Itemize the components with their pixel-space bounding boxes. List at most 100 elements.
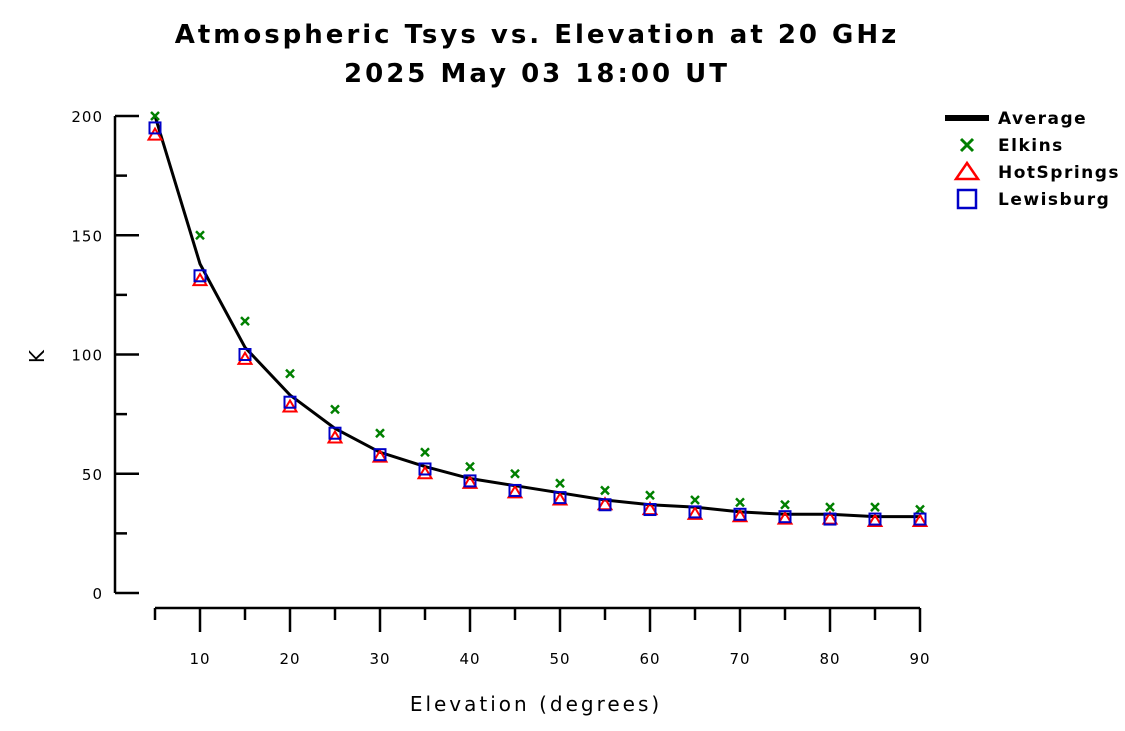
data-point <box>551 491 569 506</box>
data-point <box>688 505 702 519</box>
x-tick-label: 30 <box>369 650 390 668</box>
data-point <box>463 474 477 488</box>
data-point <box>776 510 794 525</box>
data-point <box>866 512 884 527</box>
marker-stroke <box>420 447 430 458</box>
chart-subtitle: 2025 May 03 18:00 UT <box>344 59 730 89</box>
marker-stroke <box>195 230 205 241</box>
data-point <box>911 512 929 527</box>
marker-stroke <box>600 485 610 496</box>
y-tick-label: 0 <box>92 585 103 603</box>
marker-stroke <box>510 468 520 479</box>
marker-stroke <box>825 502 835 513</box>
chart-title: Atmospheric Tsys vs. Elevation at 20 GHz <box>175 20 900 50</box>
marker-stroke <box>285 368 295 379</box>
legend-swatch-x <box>959 137 975 153</box>
marker-stroke <box>915 504 925 515</box>
series-hotsprings <box>146 126 929 527</box>
marker-stroke <box>240 316 250 326</box>
marker-stroke <box>735 497 745 508</box>
marker-stroke <box>645 490 655 501</box>
legend-entry: Elkins <box>959 136 1064 156</box>
data-point <box>645 490 655 501</box>
marker-stroke <box>870 502 880 513</box>
plot-area <box>146 111 929 527</box>
data-point <box>150 111 160 121</box>
legend-swatch-triangle <box>953 160 981 181</box>
legend: Average Elkins HotSprings Lewisburg <box>945 109 1120 210</box>
data-point <box>461 474 479 489</box>
data-point <box>915 504 925 515</box>
marker-stroke <box>150 111 160 121</box>
legend-label: Elkins <box>998 136 1064 156</box>
data-point <box>285 368 295 379</box>
legend-label: Average <box>998 109 1087 129</box>
data-point <box>328 426 342 440</box>
data-point <box>371 448 389 463</box>
legend-entry: Average <box>945 109 1087 129</box>
legend-label: HotSprings <box>998 163 1120 183</box>
tick-labels: 0 50 100 150 200 10 20 30 40 50 60 70 80 90 <box>71 108 930 668</box>
data-point <box>375 428 385 439</box>
data-point <box>553 491 567 505</box>
legend-label: Lewisburg <box>998 190 1110 210</box>
data-point <box>510 468 520 479</box>
data-point <box>600 485 610 496</box>
data-point <box>823 512 837 526</box>
data-point <box>690 495 700 505</box>
x-tick-label: 50 <box>549 650 570 668</box>
legend-entry: Lewisburg <box>956 188 1110 210</box>
data-point <box>868 512 882 526</box>
x-tick-label: 20 <box>279 650 300 668</box>
series-elkins <box>150 111 925 515</box>
data-point <box>420 447 430 458</box>
data-point <box>238 348 252 361</box>
data-point <box>240 316 250 326</box>
data-point <box>418 462 432 476</box>
y-tick-label: 200 <box>71 108 103 126</box>
data-point <box>598 498 612 512</box>
series-line-average <box>153 115 920 519</box>
axes <box>113 114 922 632</box>
data-point <box>913 512 927 526</box>
marker-stroke <box>690 495 700 505</box>
marker-stroke <box>555 478 565 489</box>
data-point <box>281 398 299 413</box>
data-point <box>555 478 565 489</box>
data-point <box>195 230 205 241</box>
data-point <box>330 404 340 415</box>
marker-stroke <box>780 499 790 510</box>
data-point <box>416 465 434 480</box>
data-point <box>686 505 704 520</box>
marker-stroke <box>465 461 475 472</box>
data-point <box>191 272 209 287</box>
data-point <box>506 484 524 499</box>
data-point <box>465 461 475 472</box>
data-point <box>283 395 297 409</box>
y-tick-label: 150 <box>71 227 103 245</box>
data-point <box>508 483 522 497</box>
data-point <box>193 269 207 283</box>
x-tick-label: 90 <box>909 650 930 668</box>
series-lewisburg <box>148 121 927 526</box>
x-tick-label: 60 <box>639 650 660 668</box>
y-tick-label: 50 <box>82 466 103 484</box>
data-point <box>643 503 657 517</box>
data-point <box>373 448 387 462</box>
data-point <box>825 502 835 513</box>
data-point <box>733 507 747 521</box>
data-point <box>870 502 880 513</box>
data-point <box>236 350 254 365</box>
y-tick-label: 100 <box>71 347 103 365</box>
legend-swatch-square <box>956 188 978 210</box>
data-point <box>778 510 792 524</box>
x-tick-label: 70 <box>729 650 750 668</box>
x-axis-label: Elevation (degrees) <box>410 692 662 716</box>
marker-stroke <box>375 428 385 439</box>
legend-entry: HotSprings <box>953 160 1120 183</box>
data-point <box>731 508 749 523</box>
data-point <box>148 121 162 135</box>
x-tick-label: 10 <box>189 650 210 668</box>
x-tick-label: 40 <box>459 650 480 668</box>
y-axis-label: K <box>25 347 49 363</box>
